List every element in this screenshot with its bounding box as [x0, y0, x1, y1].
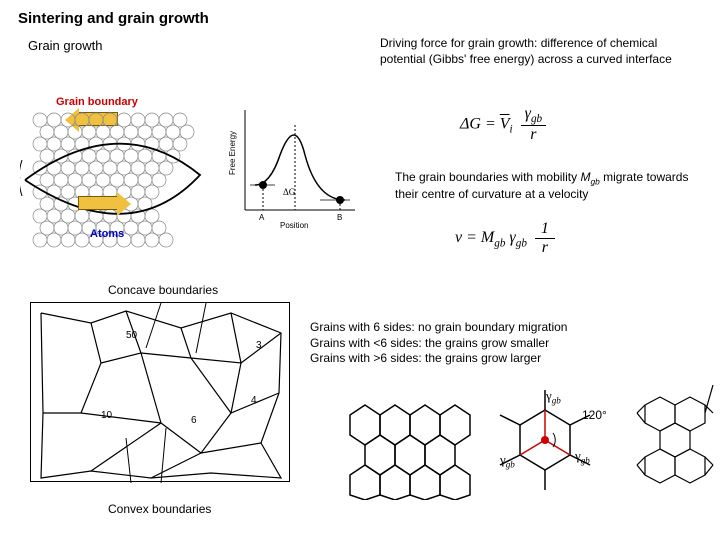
svg-text:6: 6	[191, 415, 197, 426]
gamma-right-label: γgb	[575, 448, 590, 466]
equation-delta-g: ΔG = Vi γgb r	[460, 105, 546, 144]
gamma-left-label: γgb	[500, 452, 515, 470]
angle-label: 120°	[582, 408, 607, 424]
svg-text:10: 10	[101, 410, 113, 421]
svg-text:Position: Position	[280, 221, 308, 230]
rules-text: Grains with 6 sides: no grain boundary m…	[310, 320, 710, 367]
svg-text:ΔG: ΔG	[283, 187, 296, 197]
energy-curve-figure: ΔG A B Position Free Energy	[225, 100, 365, 230]
arrow-right-icon	[78, 196, 118, 210]
mobility-text: The grain boundaries with mobility Mgb m…	[395, 170, 705, 203]
atoms-label: Atoms	[90, 228, 124, 240]
convex-label: Convex boundaries	[108, 502, 211, 518]
grain-polygon-figure: 50 3 4 10 6	[30, 302, 290, 482]
svg-text:50: 50	[126, 330, 138, 341]
svg-text:Free Energy: Free Energy	[228, 131, 237, 175]
hexagon-grid-figure	[330, 385, 480, 500]
driving-force-text: Driving force for grain growth: differen…	[380, 36, 700, 67]
equation-velocity: v = Mgb γgb 1 r	[455, 220, 555, 257]
page-title: Sintering and grain growth	[18, 10, 209, 27]
svg-text:3: 3	[256, 340, 262, 351]
concave-label: Concave boundaries	[108, 283, 218, 299]
svg-text:4: 4	[251, 395, 257, 406]
svg-text:A: A	[259, 213, 265, 222]
svg-text:r: r	[20, 173, 21, 185]
polyhedra-figure	[625, 385, 715, 500]
svg-text:B: B	[337, 213, 342, 222]
gamma-top-label: γgb	[546, 388, 561, 406]
section-subtitle: Grain growth	[28, 38, 102, 53]
